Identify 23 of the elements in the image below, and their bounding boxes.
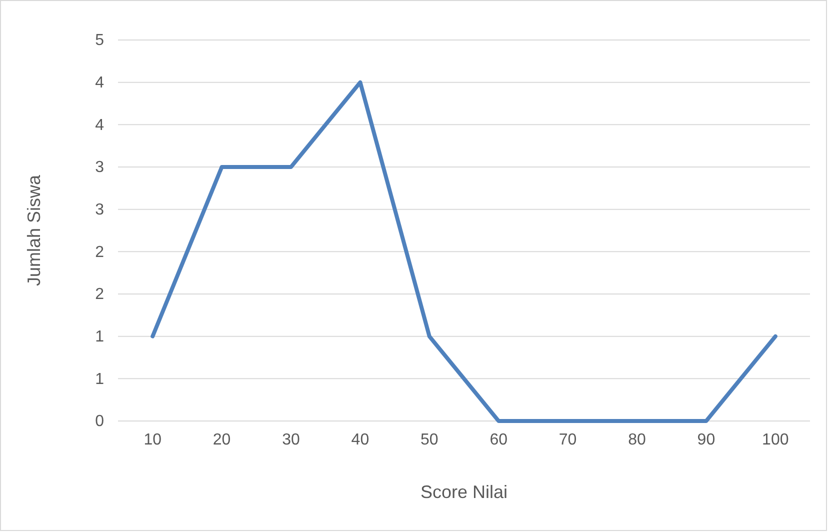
y-tick-label: 0 [95, 413, 104, 430]
y-tick-label: 3 [95, 159, 104, 176]
y-tick-label: 1 [95, 370, 104, 388]
x-tick-label: 100 [762, 431, 789, 448]
line-series [150, 80, 778, 423]
x-tick-label: 90 [697, 431, 716, 448]
y-axis-title: Jumlah Siswa [24, 174, 44, 286]
x-tick-label: 70 [558, 431, 577, 448]
y-tick-label: 4 [95, 74, 104, 92]
y-tick-label: 2 [95, 244, 104, 261]
y-tick-label: 1 [95, 328, 104, 346]
y-tick-label: 5 [95, 32, 104, 50]
x-tick-label: 50 [420, 431, 438, 448]
y-tick-label: 4 [95, 116, 104, 134]
y-tick-label: 3 [95, 201, 104, 218]
x-axis-title: Score Nilai [420, 482, 508, 502]
x-tick-label: 60 [490, 431, 508, 448]
x-tick-label: 80 [628, 431, 646, 448]
x-tick-label: 30 [282, 431, 300, 448]
x-tick-label: 40 [351, 431, 370, 448]
x-tick-label: 10 [144, 431, 162, 448]
x-tick-label: 20 [212, 431, 231, 448]
y-tick-label: 2 [95, 286, 104, 304]
